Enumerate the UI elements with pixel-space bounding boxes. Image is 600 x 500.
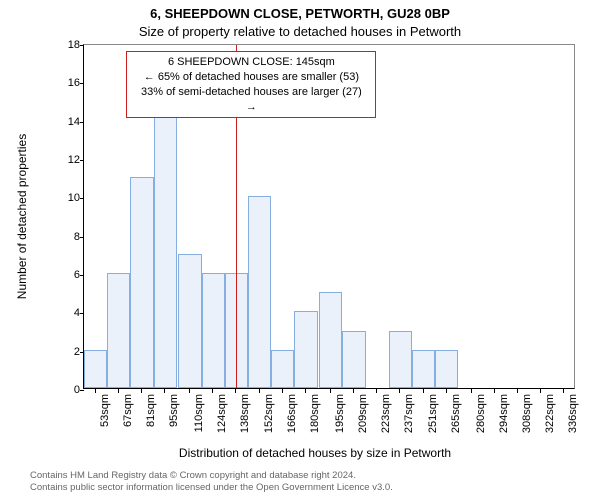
x-tick-mark <box>563 389 564 393</box>
x-tick-mark <box>259 389 260 393</box>
histogram-bar <box>389 331 412 389</box>
x-tick-label: 265sqm <box>450 394 462 454</box>
x-tick-mark <box>517 389 518 393</box>
histogram-bar <box>202 273 225 388</box>
x-tick-mark <box>212 389 213 393</box>
x-tick-mark <box>353 389 354 393</box>
x-tick-label: 251sqm <box>427 394 439 454</box>
y-tick-label: 6 <box>56 269 80 281</box>
x-tick-mark <box>189 389 190 393</box>
x-tick-label: 81sqm <box>145 394 157 454</box>
x-tick-label: 124sqm <box>216 394 228 454</box>
x-tick-label: 95sqm <box>168 394 180 454</box>
credits-line1: Contains HM Land Registry data © Crown c… <box>30 470 393 482</box>
y-tick-label: 2 <box>56 346 80 358</box>
credits-line2: Contains public sector information licen… <box>30 482 393 494</box>
y-tick-label: 4 <box>56 307 80 319</box>
y-tick-mark <box>80 160 84 161</box>
x-tick-label: 53sqm <box>99 394 111 454</box>
x-tick-mark <box>471 389 472 393</box>
info-box-line2: ← 65% of detached houses are smaller (53… <box>135 70 367 85</box>
histogram-bar <box>319 292 342 388</box>
plot-area: 0246810121416186 SHEEPDOWN CLOSE: 145sqm… <box>83 44 575 389</box>
x-tick-label: 195sqm <box>334 394 346 454</box>
y-tick-label: 14 <box>56 116 80 128</box>
page-title-sub: Size of property relative to detached ho… <box>0 24 600 39</box>
y-tick-mark <box>80 275 84 276</box>
info-box-line1: 6 SHEEPDOWN CLOSE: 145sqm <box>135 55 367 70</box>
y-tick-label: 10 <box>56 192 80 204</box>
histogram-bar <box>248 196 271 388</box>
x-tick-mark <box>399 389 400 393</box>
x-tick-label: 67sqm <box>122 394 134 454</box>
x-tick-label: 336sqm <box>567 394 579 454</box>
x-tick-mark <box>540 389 541 393</box>
histogram-bar <box>107 273 130 388</box>
x-tick-label: 152sqm <box>263 394 275 454</box>
x-tick-label: 237sqm <box>403 394 415 454</box>
histogram-bar <box>178 254 201 388</box>
x-tick-mark <box>141 389 142 393</box>
page-title-address: 6, SHEEPDOWN CLOSE, PETWORTH, GU28 0BP <box>0 6 600 21</box>
x-tick-mark <box>376 389 377 393</box>
histogram-bar <box>435 350 458 388</box>
y-tick-mark <box>80 237 84 238</box>
x-tick-label: 223sqm <box>380 394 392 454</box>
x-tick-mark <box>305 389 306 393</box>
x-tick-label: 308sqm <box>521 394 533 454</box>
x-tick-mark <box>330 389 331 393</box>
histogram-bar <box>84 350 107 388</box>
y-tick-mark <box>80 198 84 199</box>
x-tick-mark <box>446 389 447 393</box>
x-tick-label: 138sqm <box>239 394 251 454</box>
x-tick-mark <box>423 389 424 393</box>
x-tick-mark <box>118 389 119 393</box>
y-tick-mark <box>80 313 84 314</box>
x-tick-label: 280sqm <box>475 394 487 454</box>
y-tick-label: 16 <box>56 77 80 89</box>
x-tick-label: 294sqm <box>498 394 510 454</box>
histogram-bar <box>271 350 294 388</box>
info-box-line3: 33% of semi-detached houses are larger (… <box>135 85 367 115</box>
histogram-bar <box>154 101 177 389</box>
histogram-bar <box>412 350 435 388</box>
y-tick-label: 0 <box>56 384 80 396</box>
y-axis-label: Number of detached properties <box>15 44 31 389</box>
credits: Contains HM Land Registry data © Crown c… <box>30 470 393 494</box>
chart-container: Number of detached properties 0246810121… <box>55 44 575 419</box>
y-tick-label: 18 <box>56 39 80 51</box>
y-tick-label: 8 <box>56 231 80 243</box>
histogram-bar <box>294 311 317 388</box>
x-tick-mark <box>494 389 495 393</box>
x-tick-label: 209sqm <box>357 394 369 454</box>
x-tick-mark <box>235 389 236 393</box>
x-tick-mark <box>95 389 96 393</box>
y-tick-mark <box>80 122 84 123</box>
y-tick-label: 12 <box>56 154 80 166</box>
y-tick-mark <box>80 45 84 46</box>
y-tick-mark <box>80 390 84 391</box>
x-tick-mark <box>164 389 165 393</box>
x-tick-label: 180sqm <box>309 394 321 454</box>
info-box: 6 SHEEPDOWN CLOSE: 145sqm← 65% of detach… <box>126 51 376 118</box>
y-tick-mark <box>80 83 84 84</box>
x-tick-label: 322sqm <box>544 394 556 454</box>
x-tick-mark <box>282 389 283 393</box>
x-tick-label: 110sqm <box>193 394 205 454</box>
histogram-bar <box>130 177 153 388</box>
x-tick-label: 166sqm <box>286 394 298 454</box>
histogram-bar <box>342 331 365 389</box>
